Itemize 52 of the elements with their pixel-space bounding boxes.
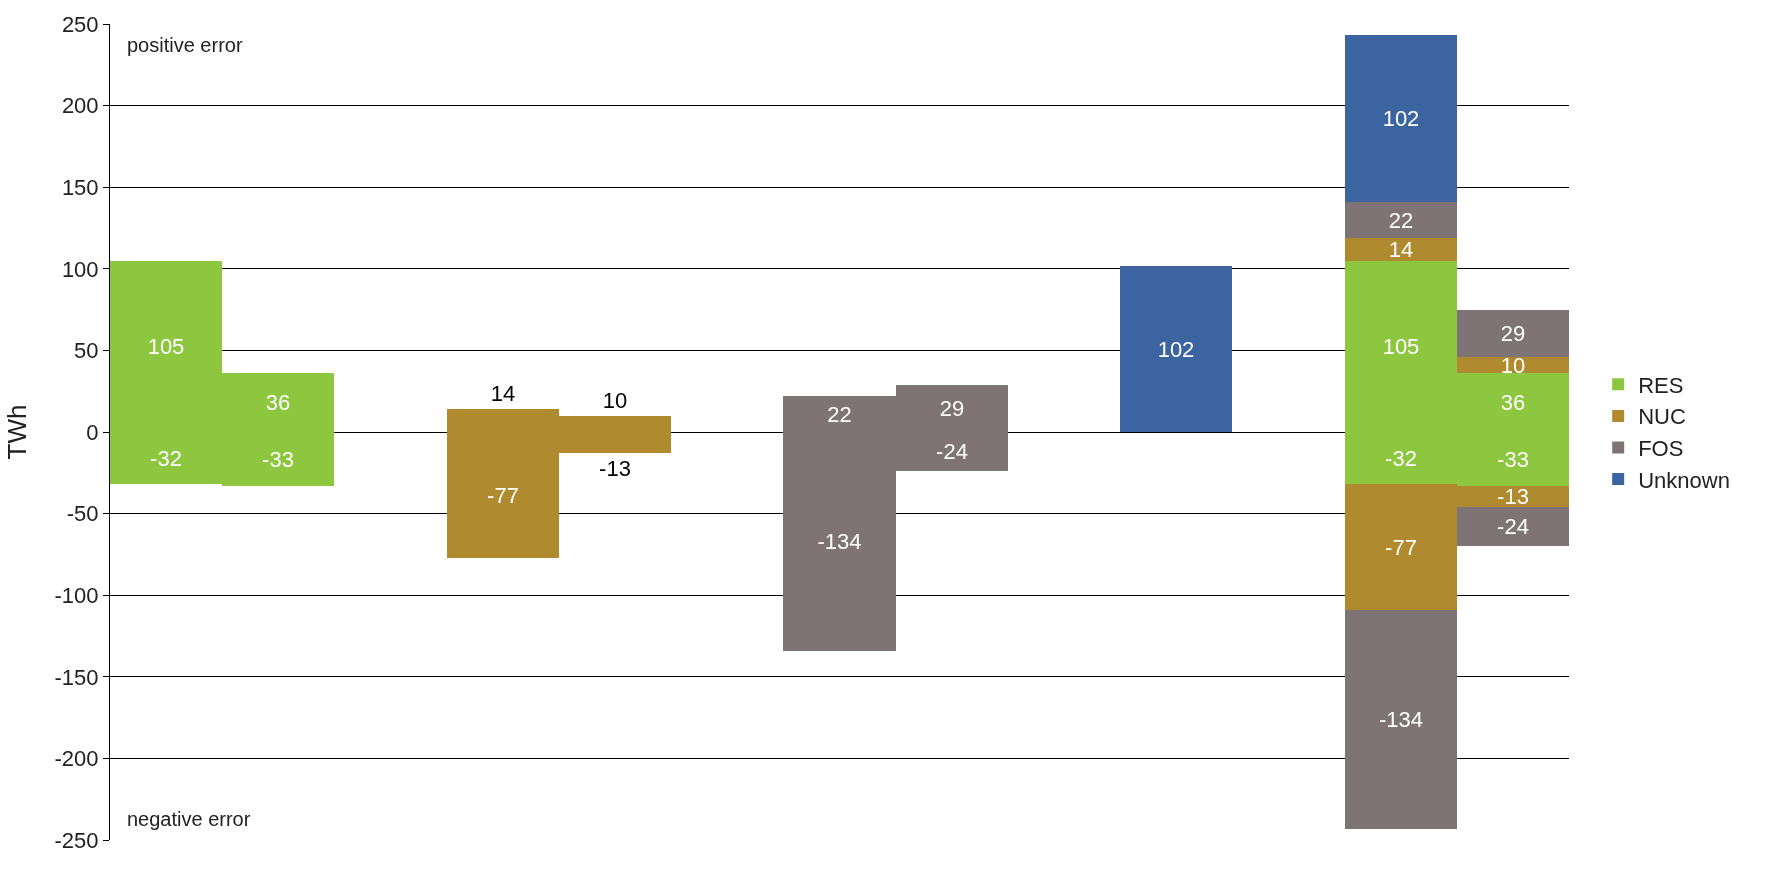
data-label: 14 <box>1388 237 1414 262</box>
data-label: -134 <box>817 529 862 554</box>
y-tick-label: 250 <box>61 11 99 37</box>
data-label: 102 <box>1382 106 1420 131</box>
bar <box>1457 507 1569 546</box>
data-label: 105 <box>147 334 185 359</box>
bar <box>1345 610 1457 829</box>
legend-label: Unknown <box>1638 467 1730 493</box>
data-label: 29 <box>1500 321 1526 346</box>
y-axis-title: TWh <box>1 404 32 460</box>
legend-label: NUC <box>1638 404 1686 430</box>
data-label: 22 <box>827 401 852 427</box>
data-label: 36 <box>265 390 291 415</box>
y-tick-label: 0 <box>86 419 99 445</box>
data-label: -13 <box>1497 484 1529 509</box>
bar <box>1345 202 1457 238</box>
annotation: positive error <box>127 34 243 56</box>
data-label: -77 <box>1385 534 1417 560</box>
y-tick-label: -100 <box>54 582 99 608</box>
y-tick-label: 150 <box>61 174 99 200</box>
data-label: 105 <box>1382 334 1420 359</box>
bar <box>1457 357 1569 373</box>
bar <box>1345 35 1457 202</box>
y-tick-label: -150 <box>54 664 99 690</box>
data-label: -33 <box>1497 446 1529 472</box>
bar <box>1457 310 1569 357</box>
data-label: -134 <box>1378 707 1424 732</box>
data-label: -24 <box>1497 514 1529 539</box>
data-label: 10 <box>602 388 628 413</box>
data-label: 29 <box>939 396 965 421</box>
y-tick-label: 100 <box>61 256 99 282</box>
data-label: 10 <box>1500 352 1526 378</box>
y-tick-label: -200 <box>54 746 99 772</box>
data-label: -24 <box>936 439 968 464</box>
data-label: 102 <box>1157 336 1195 362</box>
data-label: -32 <box>150 445 182 471</box>
data-label: 36 <box>1500 390 1526 415</box>
legend-label: RES <box>1638 372 1684 398</box>
data-label: -33 <box>262 446 294 472</box>
annotation: negative error <box>127 808 251 830</box>
data-label: -32 <box>1385 445 1417 471</box>
bar <box>1345 238 1457 261</box>
legend-label: FOS <box>1638 436 1684 462</box>
data-label: 14 <box>490 381 516 406</box>
data-label: -77 <box>487 482 519 508</box>
y-tick-label: 200 <box>61 93 99 119</box>
data-label: -13 <box>599 456 631 481</box>
y-tick-label: 50 <box>74 338 99 364</box>
y-tick-label: -250 <box>54 827 99 853</box>
data-label: 22 <box>1388 207 1414 233</box>
bar <box>1120 266 1232 432</box>
y-tick-label: -50 <box>66 501 99 527</box>
